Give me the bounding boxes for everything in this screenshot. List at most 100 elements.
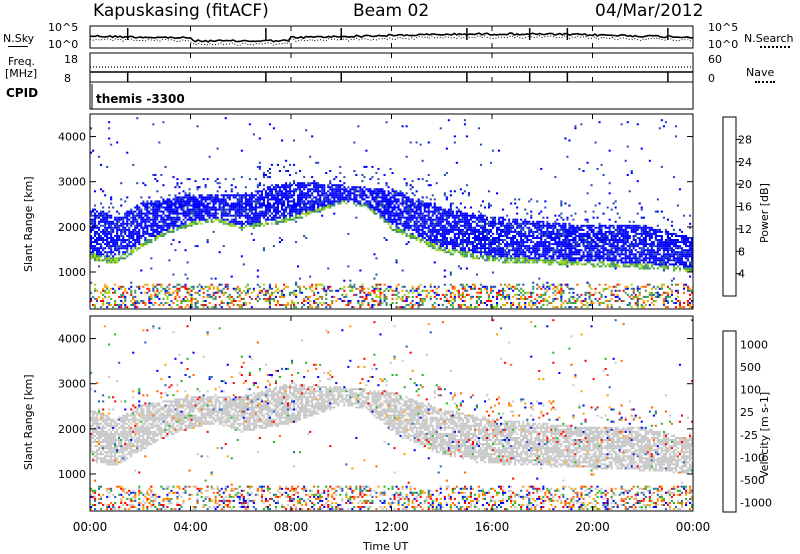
data-cell (172, 226, 175, 229)
data-cell (486, 222, 489, 225)
data-cell (293, 190, 296, 193)
data-cell (160, 228, 163, 231)
data-cell (126, 216, 129, 219)
data-cell (570, 261, 573, 264)
data-cell (339, 190, 342, 193)
data-cell (335, 190, 338, 193)
data-cell (136, 208, 139, 211)
data-cell (457, 220, 460, 223)
data-cell (471, 230, 474, 233)
data-cell (236, 204, 239, 207)
data-cell (391, 302, 394, 304)
data-cell (333, 190, 336, 193)
data-cell (504, 304, 507, 306)
data-cell (293, 291, 296, 294)
data-cell (469, 218, 472, 221)
data-cell (204, 186, 207, 189)
data-cell (554, 224, 557, 227)
data-cell (313, 210, 316, 213)
data-cell (411, 224, 414, 227)
data-cell (164, 302, 167, 304)
data-cell (399, 218, 402, 221)
data-cell (504, 232, 507, 235)
data-cell (496, 295, 499, 298)
data-cell (146, 214, 149, 217)
data-cell (293, 200, 296, 203)
data-cell (395, 192, 398, 195)
data-cell (395, 202, 398, 205)
data-cell (337, 188, 340, 191)
data-cell (154, 218, 157, 221)
data-cell (194, 302, 197, 304)
data-cell (110, 249, 113, 252)
data-cell (443, 194, 446, 197)
data-cell (128, 243, 131, 246)
data-cell (146, 204, 149, 207)
data-cell (186, 212, 189, 215)
data-cell (477, 291, 480, 294)
data-cell (383, 218, 386, 221)
data-cell (447, 232, 450, 235)
data-cell (242, 263, 245, 266)
data-cell (391, 194, 394, 197)
data-cell (278, 214, 281, 217)
data-cell (407, 216, 410, 219)
data-cell (214, 194, 217, 197)
data-cell (506, 253, 509, 256)
data-cell (126, 306, 129, 309)
data-cell (238, 202, 241, 205)
data-cell (479, 251, 482, 254)
data-cell (534, 261, 537, 264)
data-cell (164, 293, 167, 296)
data-cell (285, 216, 288, 219)
data-cell (264, 220, 267, 223)
data-cell (146, 206, 149, 209)
data-cell (361, 174, 364, 176)
data-cell (379, 295, 382, 298)
data-cell (351, 192, 354, 195)
data-cell (570, 243, 573, 246)
data-cell (512, 295, 515, 298)
data-cell (104, 226, 107, 229)
cpid-panel-frame (89, 81, 694, 110)
data-cell (439, 235, 442, 237)
data-cell (94, 216, 97, 219)
data-cell (407, 220, 410, 223)
data-cell (532, 220, 535, 223)
data-cell (144, 212, 147, 215)
data-cell (369, 192, 372, 195)
data-cell (399, 222, 402, 225)
data-cell (409, 224, 412, 227)
data-cell (248, 200, 251, 203)
data-cell (319, 204, 322, 207)
data-cell (496, 241, 499, 244)
data-cell (96, 247, 99, 250)
data-cell (439, 226, 442, 229)
data-cell (266, 212, 269, 215)
data-cell (500, 297, 503, 300)
data-cell (536, 300, 539, 302)
data-cell (431, 241, 434, 244)
data-cell (258, 218, 261, 221)
data-cell (389, 202, 392, 205)
data-cell (260, 202, 263, 205)
data-cell (373, 304, 376, 306)
data-cell (152, 212, 155, 215)
data-cell (188, 178, 191, 181)
data-cell (359, 190, 362, 193)
data-cell (568, 245, 571, 248)
data-cell (389, 196, 392, 199)
data-cell (467, 218, 470, 221)
data-cell (467, 214, 470, 217)
data-cell (212, 306, 215, 309)
data-cell (544, 232, 547, 235)
data-cell (566, 228, 569, 231)
data-cell (496, 302, 499, 304)
data-cell (371, 190, 374, 193)
data-cell (506, 243, 509, 246)
data-cell (514, 202, 517, 205)
data-cell (218, 206, 221, 209)
data-cell (560, 224, 563, 227)
data-cell (365, 295, 368, 298)
data-cell (160, 196, 163, 199)
